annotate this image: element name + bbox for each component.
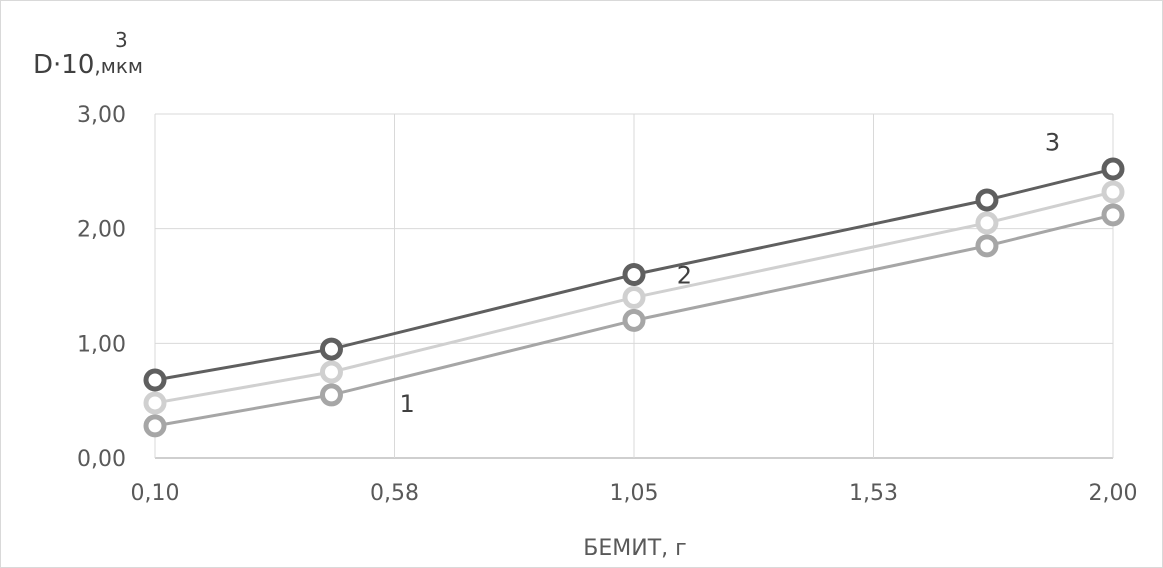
y-axis-label-exponent: 3: [115, 28, 128, 52]
x-tick-label: 1,53: [849, 481, 898, 506]
x-axis-label: БЕМИТ, г: [583, 536, 687, 561]
data-point-series-2: [143, 391, 167, 415]
data-point-series-1: [1101, 203, 1125, 227]
series-markers: [143, 157, 1125, 438]
y-axis-label-unit: ,мкм: [94, 54, 143, 78]
y-tick-label: 0,00: [77, 447, 126, 472]
data-point-series-1: [622, 308, 646, 332]
data-point-series-3: [1101, 157, 1125, 181]
data-point-series-3: [975, 188, 999, 212]
curve-label-2: 2: [677, 262, 692, 290]
y-tick-label: 1,00: [77, 332, 126, 357]
y-tick-label: 2,00: [77, 218, 126, 243]
curve-labels: 1 2 3: [399, 129, 1060, 418]
data-point-series-2: [1101, 180, 1125, 204]
data-point-series-2: [622, 285, 646, 309]
data-point-series-3: [143, 368, 167, 392]
y-tick-labels: 0,00 1,00 2,00 3,00: [77, 103, 126, 472]
data-point-series-3: [319, 337, 343, 361]
data-point-series-1: [975, 234, 999, 258]
data-point-series-2: [975, 211, 999, 235]
data-point-series-1: [143, 414, 167, 438]
curve-label-3: 3: [1045, 129, 1060, 157]
y-axis-label: D·10 3 ,мкм: [33, 28, 143, 80]
data-point-series-1: [319, 383, 343, 407]
x-tick-label: 0,58: [370, 481, 419, 506]
x-tick-labels: 0,10 0,58 1,05 1,53 2,00: [131, 481, 1138, 506]
data-point-series-2: [319, 360, 343, 384]
data-point-series-3: [622, 263, 646, 287]
x-tick-label: 1,05: [610, 481, 659, 506]
y-tick-label: 3,00: [77, 103, 126, 128]
curve-label-1: 1: [399, 390, 414, 418]
x-tick-label: 0,10: [131, 481, 180, 506]
x-tick-label: 2,00: [1089, 481, 1138, 506]
y-axis-label-main: D·10: [33, 50, 95, 80]
